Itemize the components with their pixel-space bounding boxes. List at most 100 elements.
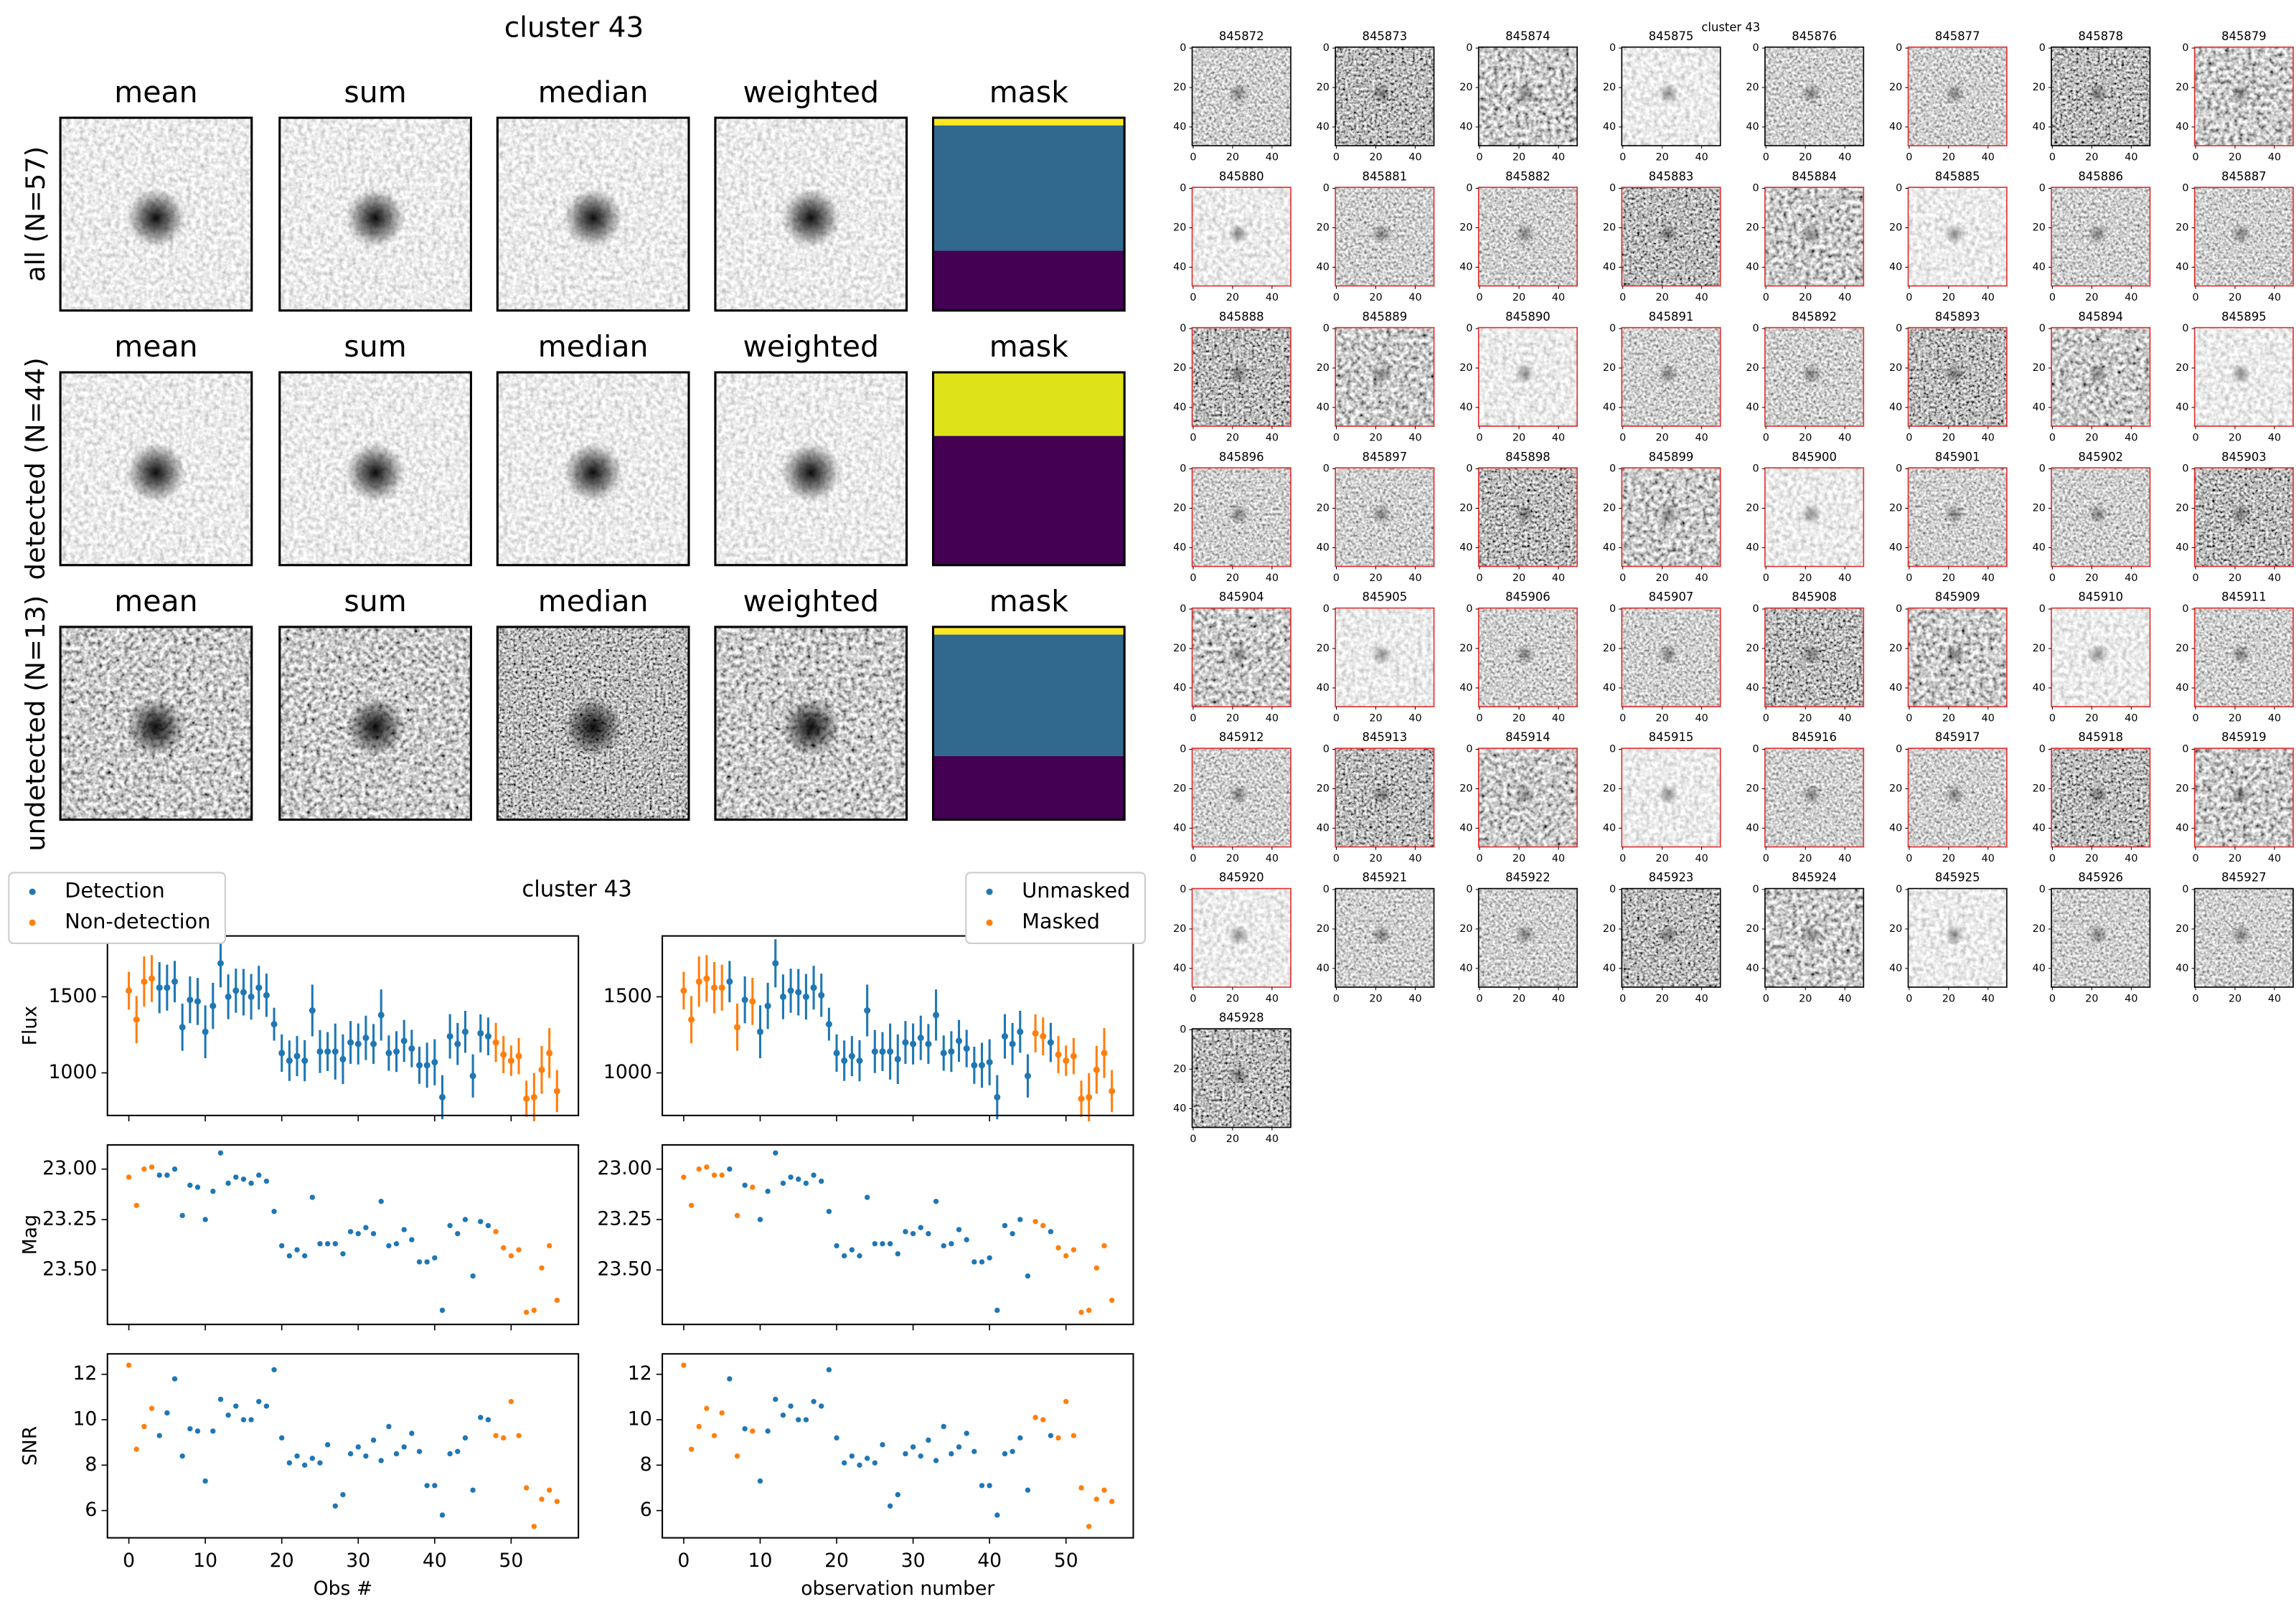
stamp-frame <box>2051 187 2151 287</box>
stamp-y-tick-label: 20 <box>1173 923 1186 935</box>
data-point <box>179 1024 186 1031</box>
stamp-x-tick-label: 40 <box>2125 292 2137 303</box>
data-point <box>339 1055 347 1062</box>
data-point <box>424 1483 430 1489</box>
data-point <box>1071 1247 1077 1253</box>
data-point <box>493 1433 499 1438</box>
stamp-source <box>1657 223 1679 245</box>
x-tick-label: 50 <box>1054 1550 1078 1572</box>
stamp-x-tick-label: 20 <box>1512 432 1525 443</box>
stamp-x-tick-label: 40 <box>2125 853 2137 864</box>
data-point <box>248 993 255 1000</box>
stamp-y-tick-label: 0 <box>1753 323 1759 334</box>
data-point <box>841 1460 847 1466</box>
y-tick-label: 23.00 <box>42 1157 97 1179</box>
stamp-x-tick-label: 20 <box>1226 853 1239 864</box>
stamp-x-tick-label: 0 <box>1190 432 1196 443</box>
stamp-frame <box>1335 887 1435 988</box>
data-point <box>956 1227 962 1232</box>
data-point <box>733 1024 741 1031</box>
stamp-x-tick-label: 0 <box>2049 292 2056 303</box>
stamp-y-tick-label: 20 <box>1459 82 1472 93</box>
stamp-title: 845910 <box>2078 590 2123 604</box>
stamp-frame <box>1621 326 1721 427</box>
stamp-y-tick-label: 20 <box>2033 783 2046 794</box>
stamp-y-tick-label: 40 <box>1603 542 1616 553</box>
stamp-y-tick-label: 0 <box>1753 42 1759 54</box>
stamp-y-tick-label: 0 <box>1753 603 1759 615</box>
data-point <box>179 1212 185 1219</box>
stamp-title: 845924 <box>1792 871 1837 885</box>
stamp-frame <box>1191 187 1292 287</box>
x-tick-label: 10 <box>748 1550 773 1572</box>
data-point <box>393 1241 400 1247</box>
data-point <box>1086 1093 1093 1100</box>
stamp-frame <box>1477 46 1578 146</box>
stamp-x-tick-label: 40 <box>1695 292 1708 303</box>
data-point <box>1024 1072 1031 1080</box>
data-point <box>956 1037 963 1045</box>
data-point <box>202 1217 208 1222</box>
stamp-source <box>1944 784 1965 806</box>
data-point <box>788 1174 794 1180</box>
stamp-y-tick-label: 40 <box>1459 822 1472 834</box>
stamp-x-tick-label: 40 <box>1695 432 1708 443</box>
stamp-title: 845914 <box>1505 730 1551 744</box>
x-tick-label: 30 <box>346 1550 370 1572</box>
data-point <box>742 1182 748 1188</box>
stamp-y-tick-label: 20 <box>1459 222 1472 234</box>
panel-title: mask <box>989 584 1068 618</box>
stamp-source <box>1514 363 1535 385</box>
panel-title: sum <box>344 329 406 364</box>
data-point <box>926 1437 931 1443</box>
panel-frame <box>278 626 472 821</box>
data-point <box>515 1052 522 1060</box>
data-point <box>1047 1039 1054 1046</box>
stamp-x-tick-label: 0 <box>1333 572 1340 584</box>
panel-frame <box>931 626 1126 821</box>
stamp-title: 845927 <box>2221 871 2267 885</box>
stamp-source <box>1371 223 1393 245</box>
data-point <box>416 1448 423 1455</box>
stamp-y-tick-label: 0 <box>2182 183 2188 194</box>
legend-marker <box>29 919 36 926</box>
stamp-y-tick-label: 40 <box>1889 822 1902 834</box>
data-point <box>271 1209 277 1215</box>
stamp-y-tick-label: 0 <box>1466 463 1472 475</box>
stamp-frame <box>1191 46 1292 146</box>
data-point <box>171 978 179 985</box>
data-point <box>994 1093 1001 1100</box>
stamp-y-tick-label: 0 <box>1609 42 1616 54</box>
stamp-source <box>1514 784 1535 806</box>
y-tick-label: 10 <box>72 1408 97 1430</box>
stamp-y-tick-label: 20 <box>1746 362 1759 374</box>
stamp-x-tick-label: 0 <box>1906 712 1912 724</box>
data-point <box>240 1417 247 1423</box>
data-point <box>279 1435 285 1441</box>
data-point <box>880 1442 885 1448</box>
y-tick-label: 23.00 <box>597 1157 651 1179</box>
stamp-y-tick-label: 20 <box>1317 222 1330 234</box>
stamp-x-tick-label: 40 <box>1695 853 1708 864</box>
data-point <box>156 1433 162 1438</box>
mask-band <box>933 755 1125 820</box>
data-point <box>355 1230 361 1237</box>
stamp-title: 845890 <box>1505 310 1551 324</box>
data-point <box>756 1028 763 1035</box>
stamp-title: 845885 <box>1935 169 1980 183</box>
stamp-y-tick-label: 0 <box>1609 603 1616 615</box>
stamp-title: 845923 <box>1649 871 1694 885</box>
data-point <box>796 1417 801 1423</box>
stamp-y-tick-label: 0 <box>2039 743 2046 755</box>
stamp-frame <box>2193 46 2294 146</box>
stamp-x-tick-label: 20 <box>1656 292 1669 303</box>
data-point <box>286 1253 293 1259</box>
stamp-x-tick-label: 0 <box>1906 432 1912 443</box>
data-point <box>811 1398 817 1405</box>
stamp-y-tick-label: 40 <box>1603 822 1616 834</box>
stamp-y-tick-label: 0 <box>1609 884 1616 895</box>
data-point <box>780 1412 786 1418</box>
data-point <box>301 1462 308 1468</box>
stamp-x-tick-label: 20 <box>2229 432 2241 443</box>
stamp-source <box>1944 363 1965 385</box>
